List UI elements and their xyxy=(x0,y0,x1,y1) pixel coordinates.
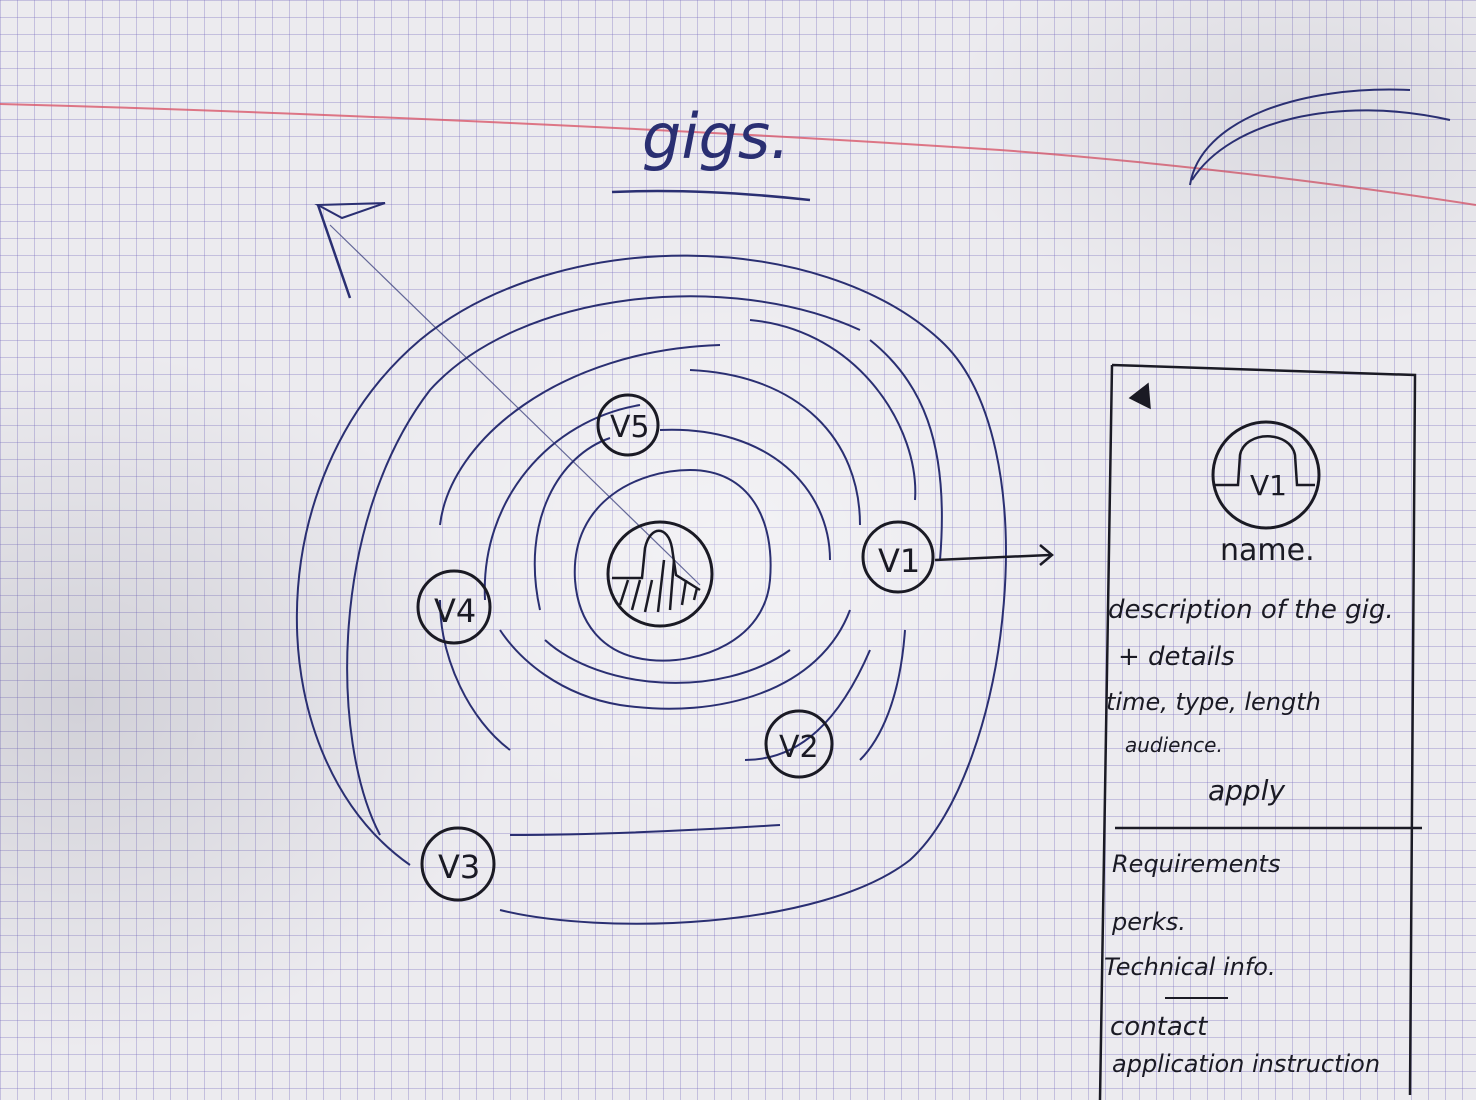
orbit-ring-3 xyxy=(439,319,917,761)
venue-node-v5[interactable]: V5 xyxy=(596,393,660,457)
hatched-blob-icon xyxy=(612,529,701,613)
gig-name: name. xyxy=(1220,533,1315,568)
open-panel-arrow xyxy=(934,544,1054,566)
gig-detail-panel: V1 name. description of the gig. + detai… xyxy=(1098,363,1422,1100)
pointer-icon[interactable] xyxy=(314,202,701,586)
gig-time-type-length: time, type, length xyxy=(1106,688,1321,716)
contact-section[interactable]: contact xyxy=(1110,1012,1208,1042)
orbit-ring-1 xyxy=(533,428,831,684)
venue-label: V1 xyxy=(878,542,920,580)
gig-description: description of the gig. xyxy=(1108,595,1394,625)
orbit-ring-inner xyxy=(573,468,772,662)
gig-avatar: V1 xyxy=(1211,420,1321,530)
apply-button[interactable]: apply xyxy=(1208,774,1285,807)
venue-label: V3 xyxy=(438,848,480,886)
orbit-ring-2 xyxy=(483,369,861,710)
orbit-rings xyxy=(295,254,1007,925)
gig-details: + details xyxy=(1118,642,1235,672)
orbit-ring-4 xyxy=(346,295,943,836)
venue-node-v1[interactable]: V1 xyxy=(861,520,935,594)
application-instruction: application instruction xyxy=(1112,1050,1380,1078)
avatar-label: V1 xyxy=(1250,469,1287,502)
perks-section: perks. xyxy=(1111,908,1186,936)
requirements-section: Requirements xyxy=(1112,850,1280,878)
triangle-back-icon[interactable] xyxy=(1128,382,1151,410)
technical-info-section: Technical info. xyxy=(1104,953,1276,981)
venue-label: V2 xyxy=(779,730,819,765)
venue-node-v4[interactable]: V4 xyxy=(416,569,492,645)
orbit-ring-outer xyxy=(295,254,1007,925)
page-title: gigs. xyxy=(642,100,790,173)
title-underline xyxy=(611,189,811,202)
scribble-mark xyxy=(1189,88,1451,186)
gig-audience: audience. xyxy=(1125,733,1223,757)
venue-label: V4 xyxy=(434,592,476,630)
venue-node-v3[interactable]: V3 xyxy=(420,826,496,902)
center-node[interactable] xyxy=(606,520,714,628)
venue-node-v2[interactable]: V2 xyxy=(764,709,834,779)
venue-label: V5 xyxy=(610,410,650,445)
